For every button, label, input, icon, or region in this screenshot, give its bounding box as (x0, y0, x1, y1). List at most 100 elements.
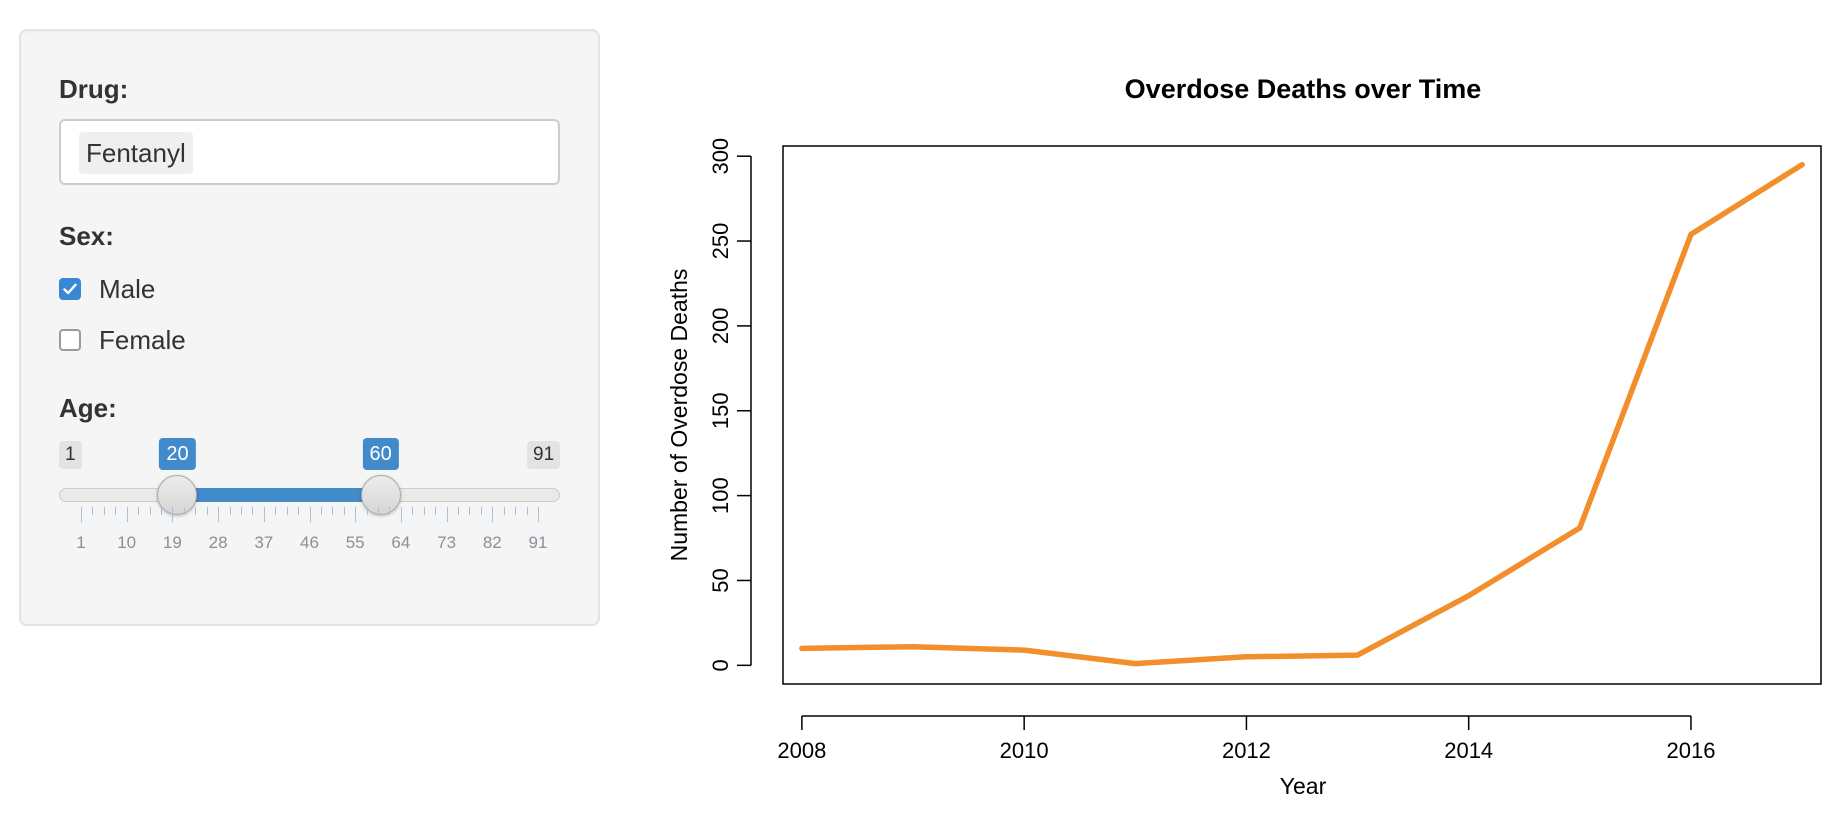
slider-tick-label: 46 (300, 533, 319, 552)
slider-minor-tick (435, 507, 437, 515)
slider-major-tick (355, 507, 357, 522)
chart-title: Overdose Deaths over Time (1125, 74, 1482, 104)
x-tick-label: 2008 (777, 738, 826, 763)
slider-tick-label: 82 (482, 533, 502, 552)
drug-select[interactable]: Fentanyl (59, 119, 560, 185)
series-group (799, 161, 1805, 667)
slider-minor-tick (480, 507, 482, 515)
slider-tick-label: 73 (437, 533, 457, 552)
slider-minor-tick (366, 507, 368, 515)
y-tick-label: 300 (708, 138, 733, 175)
sex-option-female[interactable]: Female (59, 324, 186, 356)
x-tick-label: 2010 (1000, 738, 1049, 763)
age-slider-selected-range[interactable] (177, 488, 381, 502)
age-slider-max-label: 91 (527, 441, 561, 469)
slider-major-tick (126, 507, 128, 522)
check-icon (63, 283, 77, 295)
data-point (799, 645, 805, 651)
age-slider-from-handle[interactable] (157, 475, 198, 515)
data-point (1021, 647, 1027, 653)
y-tick-label: 200 (708, 308, 733, 345)
slider-tick-label: 91 (528, 533, 548, 552)
sex-label: Sex: (59, 221, 114, 251)
y-tick-label: 150 (708, 392, 733, 429)
slider-minor-tick (286, 507, 288, 515)
slider-major-tick (218, 507, 220, 522)
y-tick-label: 50 (708, 568, 733, 592)
male-label: Male (99, 274, 156, 304)
slider-minor-tick (160, 507, 162, 515)
slider-minor-tick (206, 507, 208, 515)
input-panel: Drug: Fentanyl Sex: Male Female Age: 1 9… (19, 29, 600, 626)
drug-selected-item[interactable]: Fentanyl (79, 132, 193, 174)
slider-tick-label: 19 (162, 533, 182, 552)
male-checkbox[interactable] (59, 278, 81, 300)
data-point (910, 644, 916, 650)
slider-major-tick (492, 507, 494, 522)
slider-minor-tick (149, 507, 151, 515)
x-tick-label: 2014 (1444, 738, 1493, 763)
plot-box (782, 145, 1822, 685)
y-tick-label: 250 (708, 223, 733, 260)
female-checkbox[interactable] (59, 329, 81, 351)
slider-major-tick (172, 507, 174, 522)
slider-minor-tick (458, 507, 460, 515)
age-slider-from-value: 20 (159, 438, 196, 470)
slider-minor-tick (229, 507, 231, 515)
drug-label: Drug: (59, 74, 129, 104)
slider-major-tick (400, 507, 402, 522)
slider-minor-tick (252, 507, 254, 515)
slider-tick-label: 28 (208, 533, 228, 552)
slider-minor-tick (275, 507, 277, 515)
x-axis-label: Year (1280, 773, 1327, 799)
data-point (1799, 162, 1805, 168)
data-point (1354, 652, 1361, 658)
slider-minor-tick (515, 507, 517, 515)
slider-tick-label: 10 (117, 533, 137, 552)
female-label: Female (99, 325, 186, 355)
slider-minor-tick (389, 507, 391, 515)
x-tick-label: 2012 (1222, 738, 1271, 763)
slider-minor-tick (469, 507, 471, 515)
age-slider-to-value: 60 (362, 438, 399, 470)
slider-minor-tick (195, 507, 197, 515)
slider-minor-tick (138, 507, 140, 515)
slider-major-tick (263, 507, 265, 522)
slider-minor-tick (378, 507, 380, 515)
slider-minor-tick (412, 507, 414, 515)
slider-minor-tick (92, 507, 94, 515)
y-axis: 0 50 100 150 200 250 300 (708, 138, 752, 671)
age-slider-min-label: 1 (59, 441, 82, 469)
slider-tick-label: 37 (254, 533, 274, 552)
slider-minor-tick (240, 507, 242, 515)
slider-minor-tick (423, 507, 425, 515)
x-tick-label: 2016 (1666, 738, 1715, 763)
x-axis: 2008 2010 2012 2014 2016 (777, 715, 1715, 763)
slider-minor-tick (115, 507, 117, 515)
data-point (1466, 593, 1472, 599)
y-tick-label: 0 (708, 659, 733, 671)
y-axis-label: Number of Overdose Deaths (666, 269, 692, 562)
overdose-line-chart: Overdose Deaths over Time 0 50 100 150 200 25… (666, 74, 1822, 799)
data-point (1577, 525, 1583, 531)
slider-minor-tick (183, 507, 185, 515)
age-label: Age: (59, 393, 117, 423)
data-point (1243, 654, 1250, 660)
slider-major-tick (446, 507, 448, 522)
slider-minor-tick (103, 507, 105, 515)
slider-minor-tick (526, 507, 528, 515)
slider-minor-tick (503, 507, 505, 515)
data-point (1688, 231, 1694, 237)
slider-tick-label: 55 (345, 533, 365, 552)
sex-option-male[interactable]: Male (59, 273, 155, 305)
y-tick-label: 100 (708, 477, 733, 514)
slider-tick-label: 1 (76, 533, 86, 552)
data-point (1132, 661, 1138, 667)
slider-tick-label: 64 (391, 533, 411, 552)
slider-major-tick (309, 507, 311, 522)
slider-minor-tick (343, 507, 345, 515)
slider-minor-tick (332, 507, 334, 515)
overdose-deaths-line (799, 161, 1805, 667)
slider-minor-tick (298, 507, 300, 515)
